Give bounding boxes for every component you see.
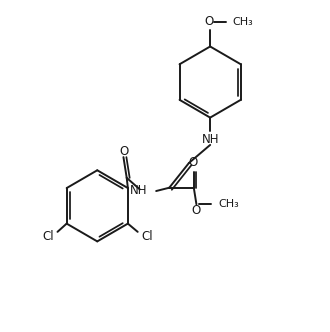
Text: NH: NH bbox=[130, 184, 147, 197]
Text: CH₃: CH₃ bbox=[218, 199, 239, 209]
Text: O: O bbox=[119, 145, 129, 158]
Text: Cl: Cl bbox=[142, 230, 153, 243]
Text: CH₃: CH₃ bbox=[232, 17, 253, 27]
Text: NH: NH bbox=[202, 133, 219, 146]
Text: O: O bbox=[204, 15, 213, 28]
Text: O: O bbox=[188, 156, 197, 169]
Text: O: O bbox=[192, 204, 201, 216]
Text: Cl: Cl bbox=[43, 230, 54, 243]
